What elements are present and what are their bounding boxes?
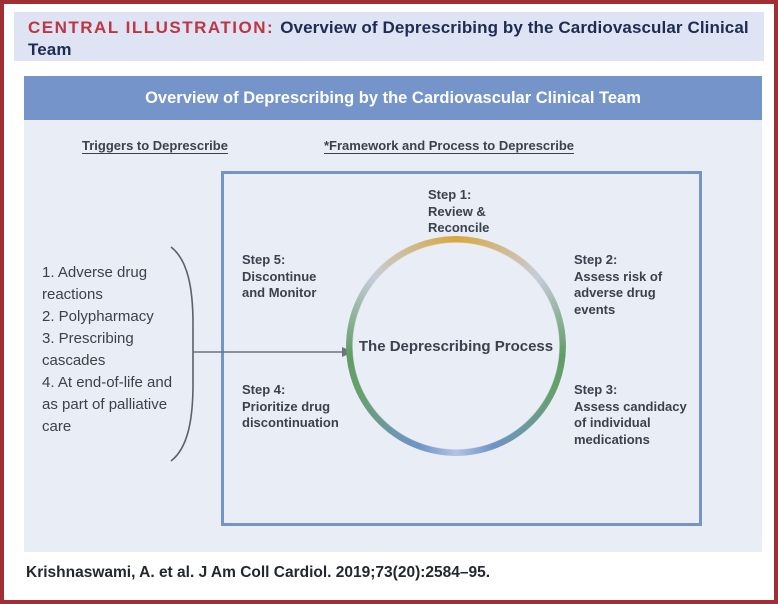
step-5-text: Discontinue and Monitor <box>242 268 317 301</box>
figure-title-band: CENTRAL ILLUSTRATION: Overview of Depresc… <box>14 12 764 61</box>
trigger-item: 1. Adverse drug reactions <box>42 264 148 303</box>
brace-shape <box>170 246 194 462</box>
step-3-label: Step 3: Assess candidacy of individual m… <box>574 382 698 449</box>
triggers-heading: Triggers to Deprescribe <box>82 138 228 153</box>
step-4-label: Step 4: Prioritize drug discontinuation <box>242 382 360 432</box>
step-4-text: Prioritize drug discontinuation <box>242 398 339 431</box>
process-ring <box>346 236 566 456</box>
triggers-list: 1. Adverse drug reactions 2. Polypharmac… <box>42 262 184 438</box>
trigger-item: 2. Polypharmacy <box>42 308 154 325</box>
step-4-title: Step 4: <box>242 382 286 397</box>
figure-title: Overview of Deprescribing by the Cardiov… <box>28 18 749 59</box>
framework-heading: *Framework and Process to Deprescribe <box>324 138 574 153</box>
step-2-label: Step 2: Assess risk of adverse drug even… <box>574 252 676 319</box>
step-1-text: Review & Reconcile <box>428 203 490 236</box>
step-3-title: Step 3: <box>574 382 618 397</box>
process-center-label: The Deprescribing Process <box>358 337 554 355</box>
step-5-title: Step 5: <box>242 252 286 267</box>
citation: Krishnaswami, A. et al. J Am Coll Cardio… <box>26 564 491 581</box>
step-3-text: Assess candidacy of individual medicatio… <box>574 398 687 447</box>
trigger-item: 4. At end-of-life and as part of palliat… <box>42 374 173 435</box>
trigger-item: 3. Prescribing cascades <box>42 330 134 369</box>
figure-label: CENTRAL ILLUSTRATION: <box>28 18 275 37</box>
main-panel: Overview of Deprescribing by the Cardiov… <box>24 76 762 552</box>
framework-box <box>221 171 702 526</box>
step-2-title: Step 2: <box>574 252 618 267</box>
panel-header-bar: Overview of Deprescribing by the Cardiov… <box>24 76 762 120</box>
step-5-label: Step 5: Discontinue and Monitor <box>242 252 336 302</box>
step-2-text: Assess risk of adverse drug events <box>574 268 663 317</box>
step-1-label: Step 1: Review & Reconcile <box>428 187 512 237</box>
step-1-title: Step 1: <box>428 187 472 202</box>
flow-arrow <box>193 347 353 357</box>
